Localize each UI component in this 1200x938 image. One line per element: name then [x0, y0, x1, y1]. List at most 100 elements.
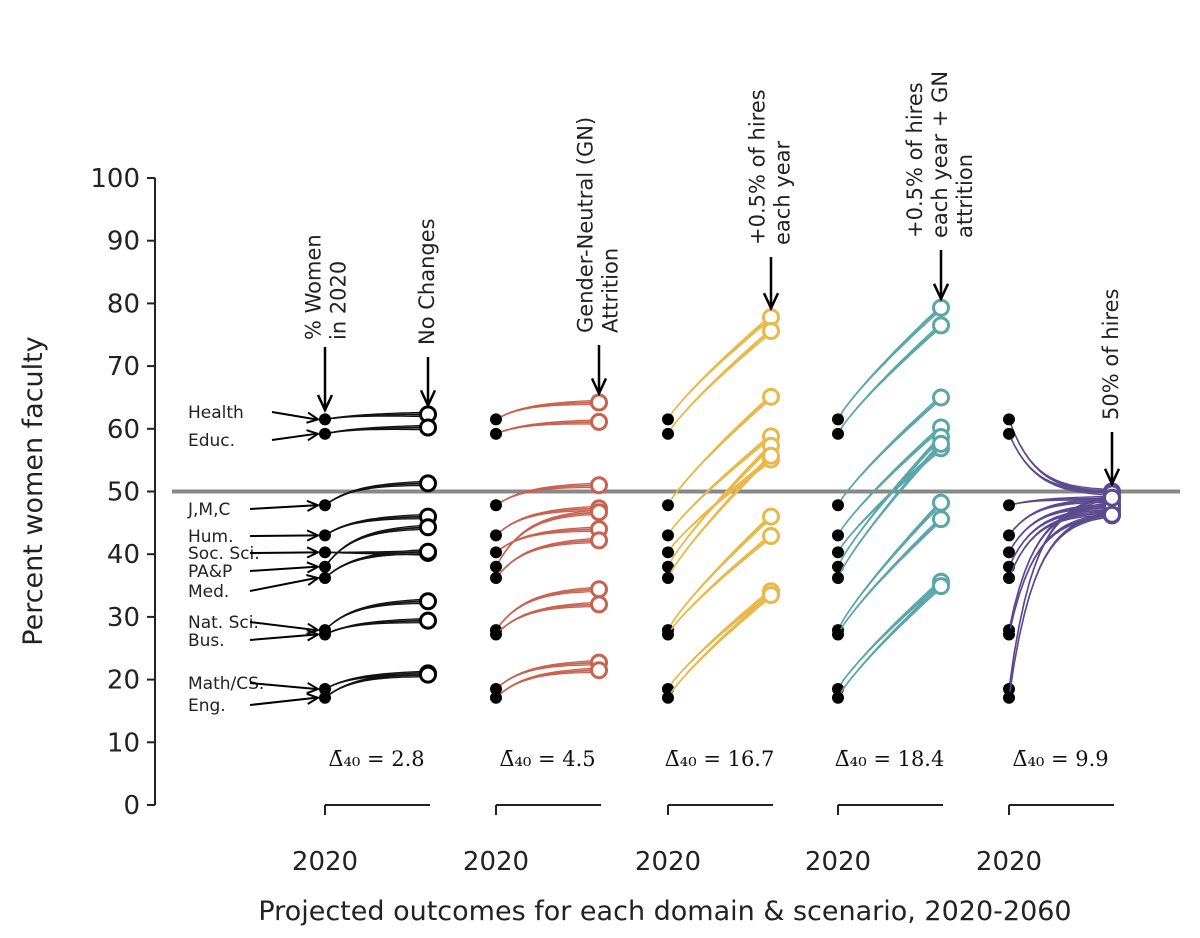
series-annotation: Attrition	[599, 248, 623, 333]
end-point	[590, 476, 608, 495]
series-line	[495, 507, 600, 536]
series-line	[837, 426, 942, 536]
domain-pointer-head	[306, 692, 321, 705]
series-line	[837, 443, 942, 579]
end-point	[932, 510, 950, 529]
end-point	[932, 388, 950, 407]
domain-pointer-head	[306, 529, 321, 542]
series-annotation: Gender-Neutral (GN)	[574, 117, 598, 333]
end-point	[590, 393, 608, 412]
series-line	[495, 661, 600, 690]
series-line	[837, 581, 942, 690]
domain-label: Eng.	[188, 696, 226, 716]
y-tick-label: 100	[90, 164, 140, 194]
domain-pointer-head	[306, 411, 321, 424]
end-point	[419, 611, 437, 630]
start-point	[319, 546, 331, 559]
end-point	[419, 592, 437, 611]
end-point	[590, 595, 608, 614]
start-point	[1003, 683, 1015, 696]
series-annotation: 50% of hires	[1099, 289, 1123, 420]
domain-pointer-head	[306, 574, 321, 586]
series-line	[667, 516, 772, 631]
series-arrow-head	[590, 377, 608, 397]
series-line	[495, 484, 600, 506]
end-point	[1103, 505, 1121, 524]
start-point	[319, 572, 331, 585]
series-line	[1008, 508, 1113, 568]
start-point	[490, 560, 502, 573]
start-point	[1003, 546, 1015, 559]
start-point	[832, 529, 844, 542]
start-point	[319, 628, 331, 641]
end-point	[932, 298, 950, 317]
series-band	[324, 524, 429, 568]
series-line	[495, 421, 600, 435]
series-line	[667, 594, 772, 699]
domain-pointer-head	[306, 629, 321, 642]
series-line	[324, 426, 429, 435]
series-annotation: each year + GN	[928, 71, 952, 238]
domain-pointer	[249, 551, 317, 554]
domain-pointer	[249, 633, 317, 641]
domain-pointer	[249, 577, 317, 592]
end-point	[762, 527, 780, 546]
domain-label: PA&P	[188, 562, 232, 582]
start-point	[319, 427, 331, 440]
series-arrow-head	[1103, 468, 1121, 487]
y-tick-label: 80	[107, 289, 140, 319]
domain-label: J,M,C	[187, 500, 230, 520]
x-tick-label: 2020	[635, 847, 701, 877]
series-line	[837, 518, 942, 635]
series-band	[495, 667, 600, 699]
end-point	[419, 474, 437, 493]
series-line	[667, 330, 772, 435]
start-point	[832, 628, 844, 641]
series-line	[324, 600, 429, 631]
start-point	[662, 499, 674, 512]
series-arrow-head	[762, 292, 780, 312]
domain-label: Nat. Sci.	[188, 613, 259, 633]
axes: 0 10 20 30 40 50 60 70 80 90 100	[90, 164, 156, 821]
start-point	[662, 529, 674, 542]
series-line	[1008, 419, 1113, 493]
x-tick-label: 2020	[976, 847, 1042, 877]
end-point	[762, 585, 780, 604]
domain-pointer	[249, 621, 317, 632]
end-point	[932, 316, 950, 335]
start-point	[662, 572, 674, 585]
x-tick-label: 2020	[292, 847, 358, 877]
start-point	[662, 413, 674, 426]
domain-label: Math/CS.	[188, 674, 264, 694]
series-annotation: attrition	[953, 154, 977, 238]
start-point	[490, 413, 502, 426]
start-point	[662, 427, 674, 440]
series-line	[837, 502, 942, 631]
series-2: 2020 Δ̄₄₀ = 16.7	[635, 308, 780, 877]
start-point	[662, 560, 674, 573]
end-point	[932, 493, 950, 512]
series-line	[324, 515, 429, 537]
series-annotation: +0.5% of hires	[746, 89, 770, 245]
series-line	[324, 413, 428, 421]
y-tick-label: 0	[123, 791, 140, 821]
series-annotation: No Changes	[415, 218, 439, 345]
series-line	[1008, 513, 1113, 698]
start-annotation: in 2020	[327, 261, 351, 340]
series-line	[495, 669, 600, 699]
series-0: 2020 Δ̄₄₀ = 2.8	[292, 405, 437, 877]
y-tick-label: 30	[107, 603, 140, 633]
end-point	[932, 434, 950, 453]
series-arrow-head	[419, 389, 437, 409]
x-axis-label: Projected outcomes for each domain & sce…	[258, 896, 1071, 927]
series-line	[1008, 433, 1113, 495]
domain-pointer-head	[306, 546, 321, 559]
delta-label: Δ̄₄₀ = 9.9	[1012, 747, 1108, 771]
domain-pointer	[249, 534, 317, 537]
start-point	[832, 499, 844, 512]
start-point	[1003, 691, 1015, 704]
start-point	[490, 628, 502, 641]
domain-label: Health	[188, 403, 244, 423]
series-line	[324, 550, 429, 579]
